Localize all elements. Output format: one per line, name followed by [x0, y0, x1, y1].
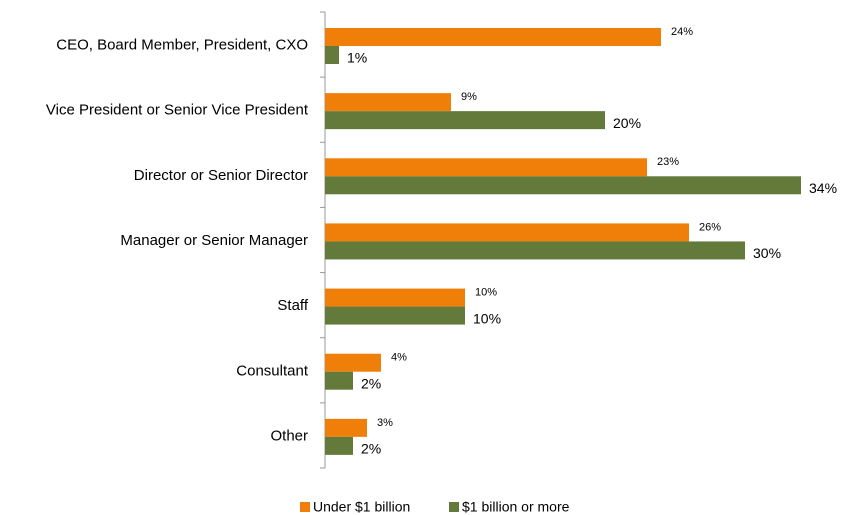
value-label: 30% — [753, 245, 781, 261]
category-label: Vice President or Senior Vice President — [46, 102, 309, 119]
bar — [325, 93, 451, 112]
value-label: 4% — [391, 352, 407, 364]
value-label: 23% — [657, 156, 679, 168]
bar — [325, 306, 465, 325]
value-label: 34% — [809, 180, 837, 196]
value-label: 20% — [613, 115, 641, 131]
bar — [325, 418, 367, 437]
value-label: 26% — [699, 221, 721, 233]
legend-label: Under $1 billion — [313, 499, 410, 515]
value-label: 3% — [377, 417, 393, 429]
bar — [325, 436, 353, 455]
value-label: 9% — [461, 91, 477, 103]
legend-swatch — [449, 502, 459, 512]
bar — [325, 288, 465, 307]
value-label: 10% — [475, 286, 497, 298]
value-label: 1% — [347, 50, 367, 66]
value-label: 2% — [361, 441, 381, 457]
bar — [325, 241, 745, 260]
category-label: Staff — [277, 297, 308, 314]
bar — [325, 158, 647, 177]
legend-swatch — [300, 502, 310, 512]
bar — [325, 28, 661, 46]
value-label: 10% — [473, 310, 501, 326]
legend-label: $1 billion or more — [462, 499, 570, 515]
category-label: Director or Senior Director — [134, 167, 308, 184]
bar — [325, 176, 801, 195]
value-label: 2% — [361, 375, 381, 391]
category-label: Other — [270, 427, 308, 444]
bar — [325, 353, 381, 372]
bar — [325, 111, 605, 130]
category-label: CEO, Board Member, President, CXO — [56, 37, 308, 54]
bar — [325, 46, 339, 64]
value-label: 24% — [671, 26, 693, 38]
bar — [325, 371, 353, 390]
category-label: Manager or Senior Manager — [120, 232, 308, 249]
category-label: Consultant — [236, 362, 309, 379]
bar — [325, 223, 689, 242]
